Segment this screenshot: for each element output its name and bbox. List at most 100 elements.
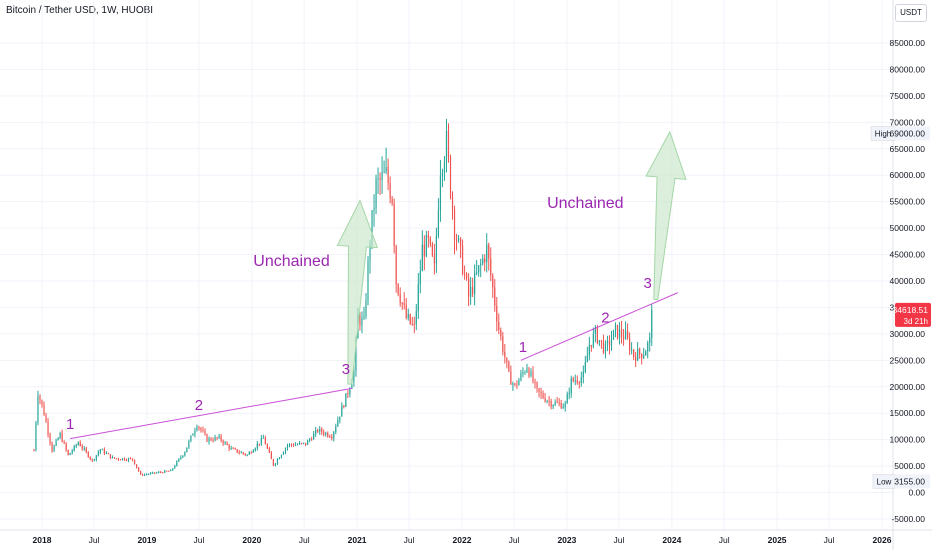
candle-body [250,452,252,454]
candle-body [592,333,594,347]
candle-body [540,392,542,394]
candle-body [373,208,375,211]
candle-body [508,361,510,372]
candle-body [343,405,345,407]
candle-body [103,449,105,454]
candle-body [429,237,431,244]
candle-body [463,273,466,275]
candle-body [180,457,182,459]
up-arrow [336,199,379,385]
time-tick-label: Jul [89,535,100,545]
candle-body [337,420,339,427]
candle-body [397,284,399,295]
candle-body [319,428,321,432]
currency-unit-button[interactable]: USDT [895,4,927,22]
time-tick-label: 2022 [453,535,472,545]
candle-body [168,471,170,473]
candle-body [538,388,540,393]
candle-body [323,432,325,435]
bar-countdown: 3d 21h [904,317,928,326]
candle-body [206,434,208,442]
candle-body [480,263,482,266]
candle-body [494,287,496,306]
price-tick-label: 50000.00 [890,223,926,233]
candle-body [614,324,617,330]
candle-body [296,444,299,446]
wave-label: 1 [66,416,74,433]
candle-body [576,380,578,383]
candle-body [256,443,258,449]
candle-body [435,235,438,264]
candle-body [146,474,148,476]
candle-body [482,258,484,264]
candle-body [413,323,415,325]
candle-body [81,446,83,449]
last-price-value: 34618.51 [893,305,929,315]
price-tick-label: 25000.00 [890,355,926,365]
candle-body [363,316,365,318]
candle-body [307,440,309,445]
candle-body [335,426,337,432]
candle-body [443,162,446,173]
price-tick-label: 85000.00 [890,38,926,48]
price-tick-label: 60000.00 [890,170,926,180]
candle-body [371,210,373,245]
price-tick-label: 5000.00 [894,461,925,471]
candle-body [608,340,611,346]
candle-body [97,452,99,456]
candle-body [150,473,152,475]
candle-body [457,238,460,241]
candle-body [415,311,417,325]
candle-body [588,345,590,355]
candle-body [548,400,550,402]
candle-body [534,381,536,383]
candle-body [186,447,188,453]
candle-body [645,351,647,356]
price-axis[interactable]: 85000.00 80000.00 75000.00 70000.00 65000.00… [870,38,931,524]
candle-body [377,178,379,180]
candle-body [317,429,319,432]
candle-body [140,471,142,475]
candle-body [441,172,444,176]
candle-body [367,260,369,301]
time-tick-label: Jul [299,535,310,545]
candle-body [210,438,212,441]
candle-body [166,470,168,472]
candle-body [107,453,110,455]
candle-body [624,330,627,339]
candle-body [232,448,234,450]
candle-body [391,198,393,204]
candle-body [403,303,405,306]
candle-body [127,458,130,461]
candle-body [558,402,560,404]
candle-body [616,324,619,339]
candle-body [43,404,45,416]
candle-body [119,459,122,461]
candle-body [383,172,385,174]
time-tick-label: 2024 [662,535,681,545]
candle-body [427,234,429,238]
candle-body [315,429,317,434]
candle-body [309,439,311,441]
candle-body [401,302,403,304]
candle-body [610,339,613,346]
high-value-badge [896,126,930,141]
candle-body [347,393,349,395]
candle-body [111,457,114,459]
candle-body [276,459,279,464]
candle-body [204,431,206,435]
candle-body [49,434,51,443]
time-tick-label: Jul [719,535,730,545]
time-tick-label: Jul [194,535,205,545]
candle-body [612,329,615,340]
candle-body [142,474,144,476]
time-axis[interactable]: 2018 Jul 2019 Jul 2020 Jul 2021 Jul 2022 Jul 2023 J… [33,535,892,545]
candle-body [476,272,478,274]
candle-body [582,371,584,378]
candle-body [622,336,625,339]
candle-body [620,329,623,337]
candle-body [455,239,458,241]
wave-label: 3 [644,275,652,292]
candle-body [439,175,442,211]
